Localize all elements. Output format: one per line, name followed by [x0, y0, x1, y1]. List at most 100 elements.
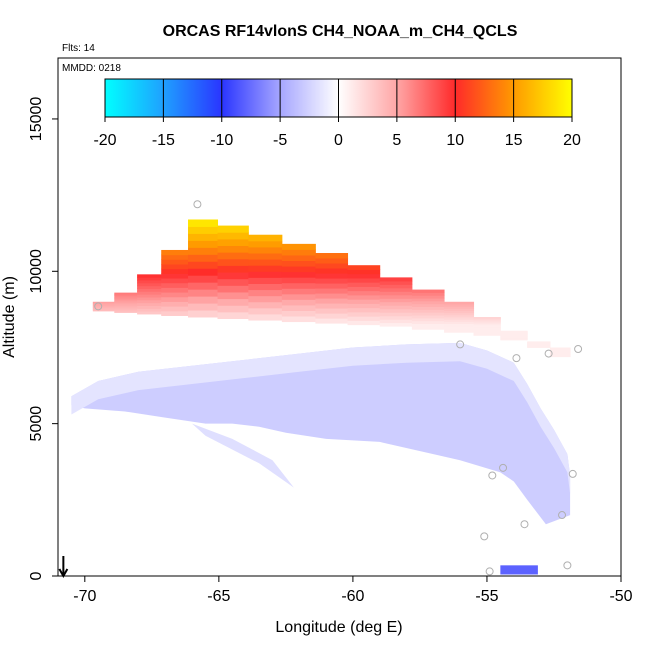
x-axis: -70 -65 -60 -55 -50 — [73, 576, 633, 605]
positive-cell — [114, 299, 138, 302]
colorbar-tick-label: -15 — [152, 132, 175, 149]
positive-cell — [114, 302, 138, 305]
positive-cell — [92, 306, 115, 309]
positive-cell — [92, 306, 115, 308]
positive-cell — [549, 350, 571, 352]
positive-cell — [411, 298, 445, 302]
positive-cell — [347, 307, 381, 313]
flight-point — [485, 567, 494, 576]
positive-cell — [379, 315, 413, 320]
positive-cell — [114, 301, 138, 304]
positive-cell — [92, 308, 115, 311]
positive-cell — [248, 289, 283, 297]
positive-cell — [217, 245, 249, 253]
positive-cell — [315, 268, 349, 274]
positive-cell — [549, 355, 571, 357]
positive-cell — [500, 339, 528, 341]
positive-cell — [347, 316, 381, 321]
positive-cell — [217, 278, 249, 286]
positive-cell — [347, 294, 381, 300]
positive-cell — [411, 303, 445, 308]
x-tick-label: -65 — [207, 588, 230, 605]
positive-cell — [281, 277, 316, 284]
positive-cell — [315, 293, 349, 299]
positive-cell — [188, 261, 219, 269]
flight-point — [94, 302, 103, 311]
positive-cell — [137, 282, 162, 287]
positive-cell — [473, 330, 501, 332]
positive-cell — [473, 323, 501, 326]
positive-cell — [444, 312, 475, 316]
positive-cell — [281, 243, 316, 250]
positive-cell — [281, 271, 316, 278]
positive-cell — [473, 318, 501, 321]
positive-cell — [281, 288, 316, 295]
positive-cell — [188, 254, 219, 262]
positive-cell — [473, 317, 501, 319]
positive-cell — [248, 265, 283, 272]
positive-cell — [315, 313, 349, 319]
positive-cell — [347, 303, 381, 309]
positive-cell — [161, 268, 189, 274]
colorbar-tick-label: -20 — [93, 132, 116, 149]
positive-cell — [549, 350, 571, 352]
positive-cell — [473, 333, 501, 336]
positive-cell — [188, 303, 219, 311]
positive-cell — [473, 327, 501, 330]
flight-point — [574, 344, 583, 353]
positive-cell — [137, 305, 162, 309]
positive-cell — [281, 293, 316, 300]
positive-cell — [161, 282, 189, 288]
positive-cell — [114, 311, 138, 313]
positive-cell — [217, 232, 249, 240]
positive-cell — [92, 302, 115, 304]
positive-cell — [444, 301, 475, 305]
positive-cell — [379, 301, 413, 306]
positive-cell — [315, 258, 349, 264]
positive-cell — [500, 332, 528, 334]
positive-cell — [500, 332, 528, 334]
positive-cell — [379, 312, 413, 317]
positive-cell — [347, 290, 381, 296]
positive-cell — [137, 302, 162, 306]
positive-cell — [217, 238, 249, 247]
positive-cell — [137, 296, 162, 301]
positive-cell — [161, 249, 189, 256]
positive-cell — [549, 348, 571, 350]
positive-cell — [473, 332, 501, 335]
positive-cell — [379, 277, 413, 282]
positive-cell — [473, 328, 501, 331]
positive-cell — [411, 300, 445, 305]
positive-cell — [500, 333, 528, 336]
positive-cell — [161, 301, 189, 307]
positive-cell — [281, 282, 316, 289]
positive-cell — [217, 305, 249, 313]
positive-cell — [114, 306, 138, 309]
positive-cell — [92, 301, 115, 303]
positive-cell — [549, 349, 571, 351]
positive-cell — [188, 219, 219, 227]
positive-cell — [281, 316, 316, 323]
positive-cell — [347, 277, 381, 283]
positive-cell — [188, 268, 219, 276]
positive-cell — [500, 330, 528, 332]
positive-cell — [549, 347, 571, 349]
positive-cell — [217, 298, 249, 306]
positive-cell — [161, 306, 189, 312]
positive-cell — [248, 259, 283, 266]
positive-cell — [217, 265, 249, 273]
positive-cell — [444, 317, 475, 320]
positive-cell — [315, 263, 349, 269]
positive-cell — [248, 234, 283, 242]
flights-label: Flts: 14 — [62, 43, 95, 54]
positive-cell — [444, 323, 475, 327]
positive-cell — [347, 299, 381, 304]
positive-cell — [92, 304, 115, 306]
positive-cell — [379, 280, 413, 285]
colorbar-tick-label: -10 — [210, 132, 233, 149]
positive-cell — [379, 284, 413, 289]
positive-cell — [114, 294, 138, 296]
flight-point — [488, 471, 497, 480]
positive-cell — [473, 320, 501, 323]
upper-layer — [92, 219, 571, 358]
